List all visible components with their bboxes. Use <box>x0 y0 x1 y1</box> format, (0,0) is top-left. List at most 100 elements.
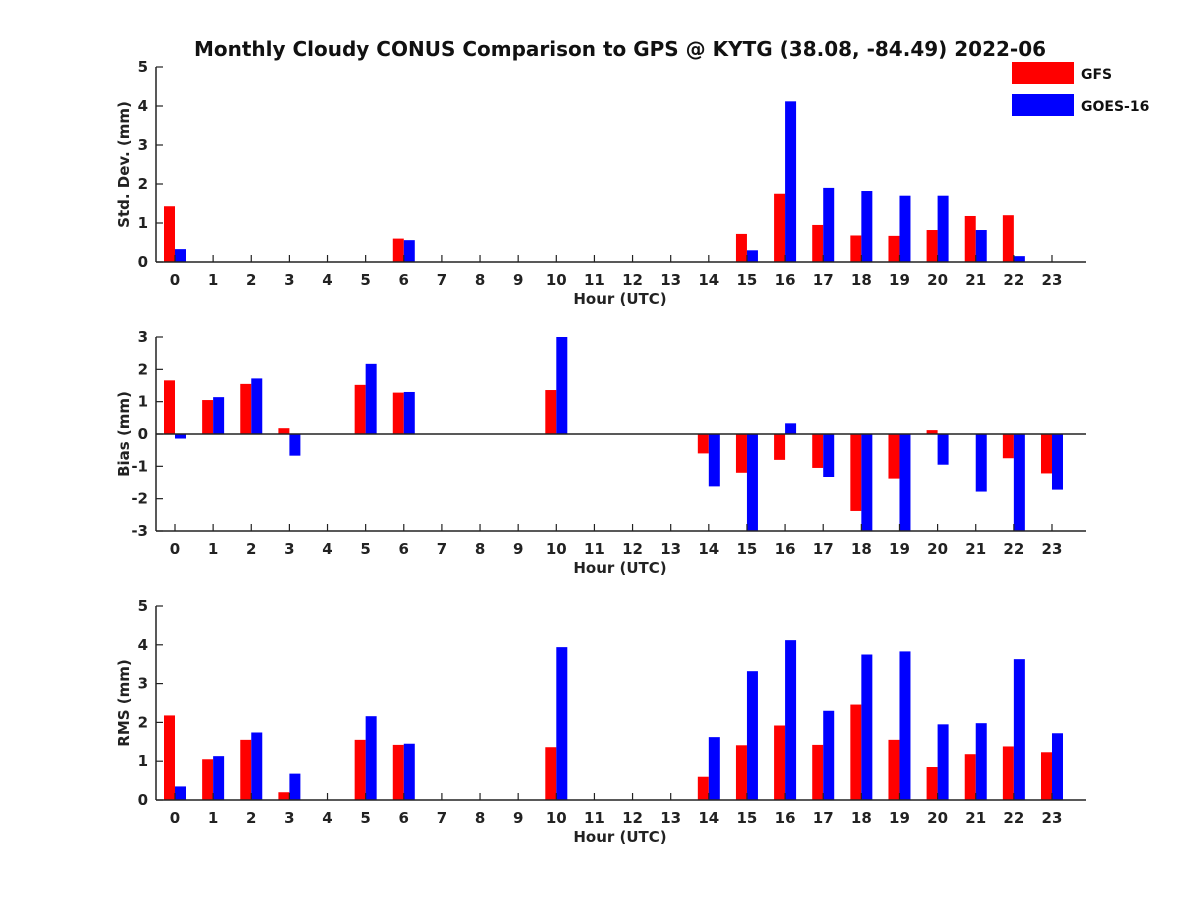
bar-gfs-hour-19 <box>888 235 900 262</box>
x-tick-label: 17 <box>813 540 834 558</box>
x-tick-label: 1 <box>208 271 218 289</box>
bar-gfs-hour-10 <box>545 390 557 434</box>
y-axis-label: RMS (mm) <box>115 659 133 746</box>
bar-gfs-hour-0 <box>164 206 175 262</box>
bar-goes-16-hour-17 <box>823 434 835 477</box>
x-tick-label: 6 <box>399 271 409 289</box>
x-tick-label: 4 <box>322 809 332 827</box>
bar-goes-16-hour-0 <box>175 786 186 800</box>
x-tick-label: 15 <box>737 540 758 558</box>
bar-gfs-hour-17 <box>812 744 824 800</box>
x-tick-label: 16 <box>775 809 796 827</box>
x-tick-label: 9 <box>513 540 523 558</box>
x-tick-label: 20 <box>927 540 948 558</box>
y-tick-label: 3 <box>138 136 148 154</box>
bar-goes-16-hour-10 <box>556 647 568 800</box>
bar-goes-16-hour-10 <box>556 337 568 434</box>
bar-gfs-hour-14 <box>697 776 709 800</box>
bar-goes-16-hour-18 <box>861 654 873 800</box>
y-tick-label: 4 <box>138 97 148 115</box>
bar-goes-16-hour-17 <box>823 710 835 800</box>
x-tick-label: 23 <box>1042 271 1063 289</box>
bar-goes-16-hour-6 <box>403 391 415 434</box>
x-tick-label: 22 <box>1003 271 1024 289</box>
bar-gfs-hour-21 <box>964 215 976 262</box>
bar-goes-16-hour-0 <box>175 434 186 439</box>
x-tick-label: 0 <box>170 540 180 558</box>
bar-gfs-hour-23 <box>1040 434 1052 474</box>
x-tick-label: 15 <box>737 271 758 289</box>
bar-gfs-hour-17 <box>812 434 824 468</box>
y-tick-label: 2 <box>138 175 148 193</box>
x-tick-label: 17 <box>813 809 834 827</box>
bar-goes-16-hour-16 <box>785 101 797 262</box>
y-tick-label: -3 <box>131 522 148 540</box>
x-tick-label: 10 <box>546 540 567 558</box>
bar-gfs-hour-17 <box>812 224 824 262</box>
bar-gfs-hour-20 <box>926 430 938 434</box>
bar-goes-16-hour-18 <box>861 434 873 531</box>
x-tick-label: 16 <box>775 271 796 289</box>
bar-gfs-hour-16 <box>774 193 786 262</box>
bar-gfs-hour-1 <box>202 759 214 800</box>
x-tick-label: 3 <box>284 540 294 558</box>
x-tick-label: 18 <box>851 271 872 289</box>
legend-label-goes-16: GOES-16 <box>1081 99 1149 115</box>
bar-gfs-hour-16 <box>774 434 786 460</box>
bar-goes-16-hour-22 <box>1013 434 1025 531</box>
x-tick-label: 19 <box>889 809 910 827</box>
bar-goes-16-hour-22 <box>1013 659 1025 800</box>
x-tick-label: 21 <box>965 540 986 558</box>
bar-goes-16-hour-2 <box>251 378 263 434</box>
bar-goes-16-hour-20 <box>937 195 949 262</box>
x-tick-label: 10 <box>546 809 567 827</box>
x-tick-label: 6 <box>399 540 409 558</box>
bar-goes-16-hour-23 <box>1051 434 1063 490</box>
x-tick-label: 2 <box>246 809 256 827</box>
x-tick-label: 20 <box>927 271 948 289</box>
bar-goes-16-hour-1 <box>213 397 225 434</box>
bar-gfs-hour-0 <box>164 380 175 434</box>
x-tick-label: 12 <box>622 271 643 289</box>
x-tick-label: 12 <box>622 540 643 558</box>
x-tick-label: 7 <box>437 809 447 827</box>
x-tick-label: 5 <box>360 540 370 558</box>
x-tick-label: 8 <box>475 271 485 289</box>
bar-gfs-hour-19 <box>888 739 900 800</box>
y-tick-label: 0 <box>138 425 148 443</box>
bar-gfs-hour-10 <box>545 747 557 800</box>
bar-gfs-hour-0 <box>164 715 175 800</box>
x-tick-label: 9 <box>513 271 523 289</box>
bar-gfs-hour-5 <box>354 384 366 434</box>
y-tick-label: 1 <box>138 214 148 232</box>
bar-goes-16-hour-16 <box>785 423 797 434</box>
x-tick-label: 11 <box>584 809 605 827</box>
legend: GFS GOES-16 <box>1012 62 1149 116</box>
x-tick-label: 1 <box>208 540 218 558</box>
x-tick-label: 13 <box>660 540 681 558</box>
bar-gfs-hour-20 <box>926 230 938 262</box>
x-tick-label: 19 <box>889 540 910 558</box>
x-tick-label: 10 <box>546 271 567 289</box>
x-tick-label: 2 <box>246 540 256 558</box>
bar-gfs-hour-20 <box>926 767 938 800</box>
legend-swatch-goes-16 <box>1012 94 1074 116</box>
x-tick-label: 5 <box>360 271 370 289</box>
x-tick-label: 1 <box>208 809 218 827</box>
bar-goes-16-hour-21 <box>975 434 987 492</box>
x-tick-label: 12 <box>622 809 643 827</box>
y-tick-label: 1 <box>138 752 148 770</box>
x-tick-label: 22 <box>1003 540 1024 558</box>
y-tick-label: 1 <box>138 393 148 411</box>
x-tick-label: 7 <box>437 540 447 558</box>
x-tick-label: 23 <box>1042 809 1063 827</box>
bar-gfs-hour-5 <box>354 739 366 800</box>
bar-goes-16-hour-6 <box>403 240 415 262</box>
y-tick-label: 5 <box>138 597 148 615</box>
x-tick-label: 17 <box>813 271 834 289</box>
